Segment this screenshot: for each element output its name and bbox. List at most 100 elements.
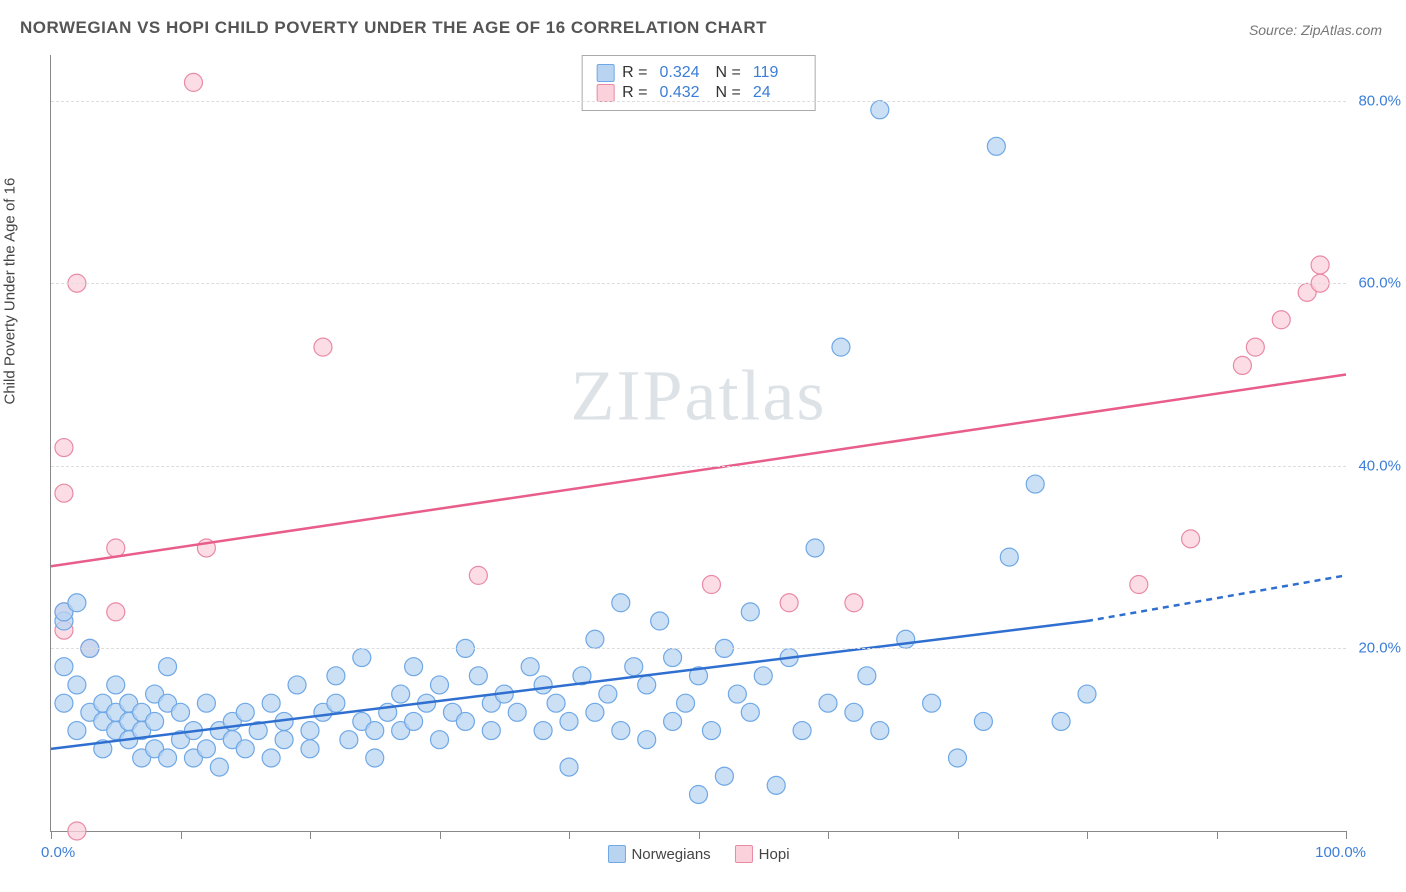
data-point	[431, 731, 449, 749]
data-point	[469, 566, 487, 584]
trend-line	[51, 375, 1346, 567]
data-point	[314, 338, 332, 356]
data-point	[236, 740, 254, 758]
legend-label-norwegians: Norwegians	[631, 846, 710, 863]
data-point	[275, 731, 293, 749]
data-point	[55, 694, 73, 712]
data-point	[780, 594, 798, 612]
data-point	[1182, 530, 1200, 548]
data-point	[845, 594, 863, 612]
data-point	[702, 722, 720, 740]
data-point	[677, 694, 695, 712]
data-point	[68, 676, 86, 694]
legend-item-hopi: Hopi	[735, 845, 790, 863]
data-point	[482, 722, 500, 740]
y-tick-label: 40.0%	[1358, 457, 1401, 474]
gridline	[51, 283, 1346, 284]
r-label-2: R =	[622, 84, 647, 102]
x-tick	[699, 831, 700, 839]
data-point	[288, 676, 306, 694]
data-point	[560, 758, 578, 776]
data-point	[456, 712, 474, 730]
data-point	[806, 539, 824, 557]
gridline	[51, 648, 1346, 649]
data-point	[534, 722, 552, 740]
data-point	[534, 676, 552, 694]
data-point	[664, 649, 682, 667]
data-point	[327, 667, 345, 685]
data-point	[55, 658, 73, 676]
x-tick	[958, 831, 959, 839]
data-point	[897, 630, 915, 648]
y-tick-label: 20.0%	[1358, 640, 1401, 657]
data-point	[405, 658, 423, 676]
data-point	[586, 703, 604, 721]
data-point	[327, 694, 345, 712]
data-point	[366, 722, 384, 740]
data-point	[741, 603, 759, 621]
x-axis-min-label: 0.0%	[41, 844, 75, 861]
data-point	[55, 439, 73, 457]
data-point	[197, 740, 215, 758]
data-point	[625, 658, 643, 676]
stats-row-hopi: R = 0.432 N = 24	[596, 84, 801, 102]
data-point	[301, 740, 319, 758]
data-point	[638, 676, 656, 694]
data-point	[68, 722, 86, 740]
x-tick	[1217, 831, 1218, 839]
y-tick-label: 60.0%	[1358, 275, 1401, 292]
data-point	[1078, 685, 1096, 703]
data-point	[987, 137, 1005, 155]
data-point	[366, 749, 384, 767]
legend-swatch-hopi	[735, 845, 753, 863]
data-point	[431, 676, 449, 694]
data-point	[638, 731, 656, 749]
data-point	[754, 667, 772, 685]
legend-item-norwegians: Norwegians	[607, 845, 710, 863]
data-point	[741, 703, 759, 721]
x-axis-max-label: 100.0%	[1315, 844, 1366, 861]
data-point	[1246, 338, 1264, 356]
data-point	[651, 612, 669, 630]
x-tick	[828, 831, 829, 839]
data-point	[1311, 256, 1329, 274]
data-point	[521, 658, 539, 676]
data-point	[793, 722, 811, 740]
data-point	[107, 539, 125, 557]
plot-area: ZIPatlas R = 0.324 N = 119 R = 0.432 N =…	[50, 55, 1346, 832]
data-point	[159, 658, 177, 676]
legend-swatch-norwegians	[607, 845, 625, 863]
trend-line	[1087, 575, 1346, 621]
data-point	[55, 484, 73, 502]
swatch-norwegians	[596, 64, 614, 82]
data-point	[845, 703, 863, 721]
chart-container: NORWEGIAN VS HOPI CHILD POVERTY UNDER TH…	[0, 0, 1406, 892]
r-value-norwegians: 0.324	[660, 64, 708, 82]
data-point	[923, 694, 941, 712]
data-point	[1272, 311, 1290, 329]
stats-row-norwegians: R = 0.324 N = 119	[596, 64, 801, 82]
data-point	[107, 676, 125, 694]
data-point	[405, 712, 423, 730]
x-tick	[1346, 831, 1347, 839]
data-point	[301, 722, 319, 740]
data-point	[1052, 712, 1070, 730]
legend-label-hopi: Hopi	[759, 846, 790, 863]
data-point	[560, 712, 578, 730]
data-point	[262, 749, 280, 767]
data-point	[508, 703, 526, 721]
n-value-norwegians: 119	[753, 64, 801, 82]
data-point	[586, 630, 604, 648]
data-point	[612, 594, 630, 612]
data-point	[1130, 576, 1148, 594]
scatter-svg	[51, 55, 1346, 831]
data-point	[469, 667, 487, 685]
n-label-2: N =	[716, 84, 741, 102]
n-label: N =	[716, 64, 741, 82]
n-value-hopi: 24	[753, 84, 801, 102]
x-tick	[1087, 831, 1088, 839]
data-point	[715, 767, 733, 785]
data-point	[262, 694, 280, 712]
x-tick	[51, 831, 52, 839]
data-point	[1000, 548, 1018, 566]
